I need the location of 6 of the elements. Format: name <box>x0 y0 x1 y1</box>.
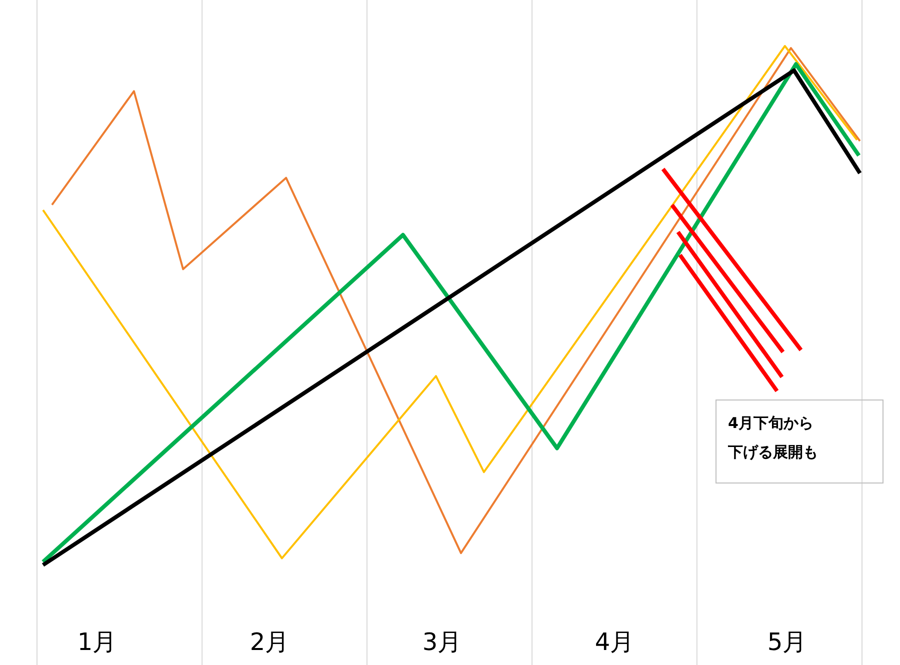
x-tick-label: 2月 <box>250 628 290 656</box>
annotation: 4月下旬から下げる展開も <box>727 414 818 461</box>
x-tick-label: 4月 <box>594 628 634 656</box>
x-tick-label: 1月 <box>77 628 117 656</box>
x-tick-label: 5月 <box>767 628 807 656</box>
x-tick-label: 3月 <box>422 628 462 656</box>
